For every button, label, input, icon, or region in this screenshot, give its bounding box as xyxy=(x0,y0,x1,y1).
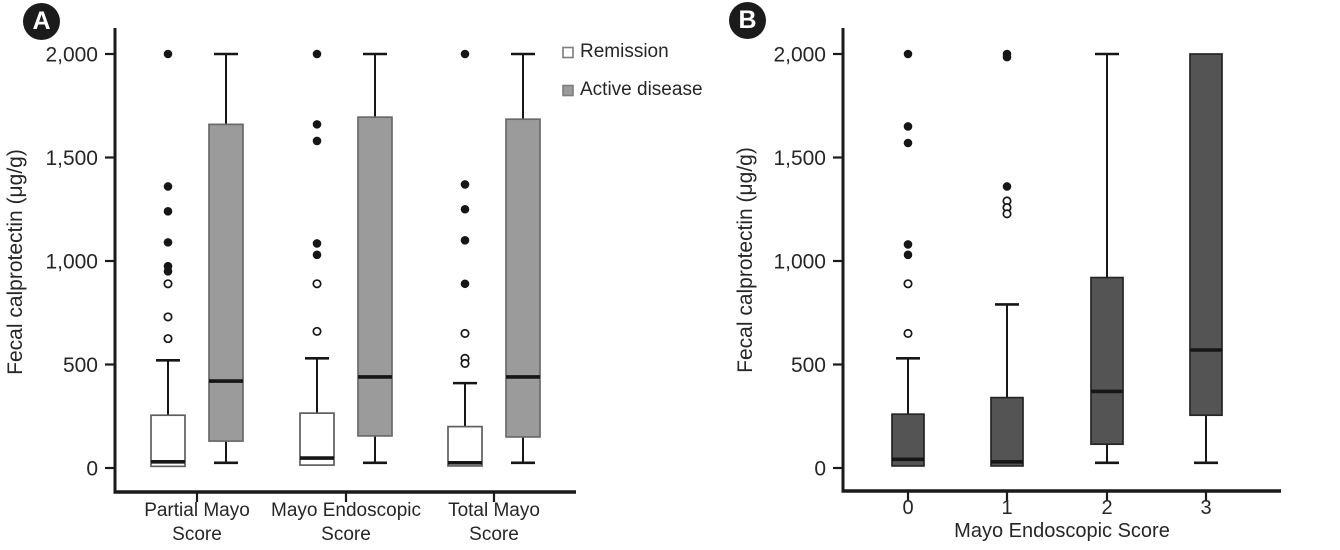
y-tick-label: 500 xyxy=(63,354,98,377)
panel-b-badge: B xyxy=(729,2,766,39)
legend-swatch xyxy=(562,84,574,97)
box xyxy=(447,425,483,467)
outlier-point-open xyxy=(163,334,173,344)
outlier-point-filled xyxy=(460,279,470,289)
y-tick-label: 500 xyxy=(791,354,826,377)
outlier-point-filled xyxy=(312,239,322,248)
legend-label: Active disease xyxy=(580,79,703,100)
outlier-point-open xyxy=(312,326,322,336)
legend-label: Remission xyxy=(580,41,669,62)
outlier-point-filled xyxy=(903,240,913,249)
outlier-point-filled xyxy=(163,207,173,216)
box xyxy=(1090,276,1124,446)
box xyxy=(1189,53,1223,417)
x-category-label: Mayo Endoscopic Score xyxy=(271,500,421,545)
box xyxy=(208,123,244,442)
outlier-point-filled xyxy=(312,49,322,59)
outlier-point-filled xyxy=(1002,52,1012,62)
x-category-label: Partial Mayo Score xyxy=(144,500,250,545)
x-category-label: 0 xyxy=(902,497,913,519)
outlier-point-filled xyxy=(1002,182,1012,191)
legend-swatch xyxy=(562,46,574,59)
y-tick-label: 1,500 xyxy=(45,147,98,170)
x-category-label: 3 xyxy=(1200,497,1211,519)
outlier-point-filled xyxy=(903,122,913,131)
outlier-point-filled xyxy=(163,238,173,247)
outlier-point-filled xyxy=(163,182,173,191)
y-axis-title: Fecal calprotectin (μg/g) xyxy=(4,149,27,375)
outlier-point-filled xyxy=(460,49,470,59)
outlier-point-filled xyxy=(163,49,173,59)
x-category-label: Total Mayo Score xyxy=(448,500,540,545)
outlier-point-filled xyxy=(903,250,913,260)
y-tick-label: 1,500 xyxy=(773,147,826,170)
outlier-point-filled xyxy=(460,236,470,245)
outlier-point-filled xyxy=(460,204,470,214)
y-tick-label: 0 xyxy=(814,458,826,481)
x-category-label: 2 xyxy=(1101,497,1112,519)
outlier-point-filled xyxy=(163,267,173,276)
outlier-point-open xyxy=(163,312,173,322)
y-tick-label: 1,000 xyxy=(45,251,98,274)
x-axis-title: Mayo Endoscopic Score xyxy=(954,520,1170,542)
outlier-point-filled xyxy=(903,138,913,148)
outlier-point-open xyxy=(163,279,173,289)
box xyxy=(150,414,186,468)
y-tick-label: 0 xyxy=(86,458,98,481)
outlier-point-open xyxy=(903,328,913,339)
outlier-point-filled xyxy=(312,250,322,260)
outlier-point-open xyxy=(460,328,470,339)
box xyxy=(357,116,393,437)
outlier-point-filled xyxy=(903,49,913,59)
box xyxy=(505,118,541,438)
outlier-point-filled xyxy=(460,180,470,189)
outlier-point-open xyxy=(903,279,913,289)
outlier-point-open xyxy=(312,279,322,289)
box xyxy=(891,413,925,467)
panel-a-badge: A xyxy=(23,3,60,40)
outlier-point-filled xyxy=(312,136,322,146)
outlier-point-filled xyxy=(312,120,322,129)
x-category-label: 1 xyxy=(1001,497,1012,519)
box xyxy=(990,396,1024,467)
y-tick-label: 2,000 xyxy=(45,44,98,67)
y-axis-title: Fecal calprotectin (μg/g) xyxy=(734,147,757,373)
outlier-point-open xyxy=(1002,209,1012,219)
y-tick-label: 2,000 xyxy=(773,44,826,67)
outlier-point-open xyxy=(460,358,470,369)
y-tick-label: 1,000 xyxy=(773,251,826,274)
